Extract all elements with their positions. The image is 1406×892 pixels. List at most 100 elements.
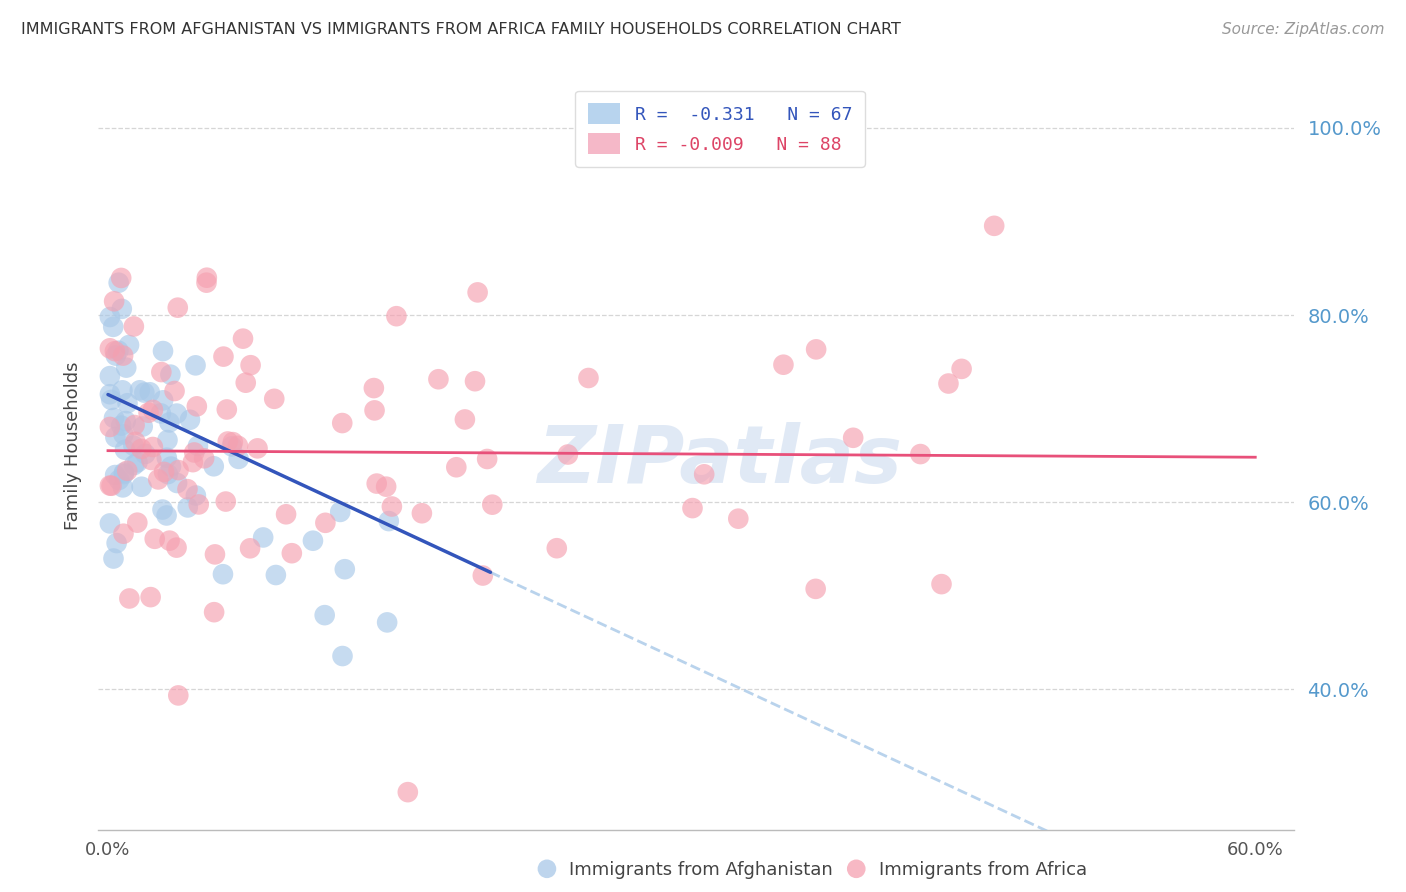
Point xyxy=(363,381,385,395)
Point xyxy=(166,301,188,315)
Point xyxy=(772,358,794,372)
Point xyxy=(215,494,238,508)
Point xyxy=(110,271,132,285)
Point xyxy=(204,548,226,562)
Point xyxy=(114,414,136,428)
Point xyxy=(148,472,170,486)
Point xyxy=(578,371,600,385)
Point xyxy=(186,400,208,414)
Point xyxy=(107,343,129,358)
Point xyxy=(845,862,868,876)
Point xyxy=(454,412,477,426)
Point xyxy=(202,459,225,474)
Point xyxy=(682,501,704,516)
Point xyxy=(163,384,186,398)
Point xyxy=(842,431,865,445)
Point xyxy=(100,479,122,493)
Point xyxy=(910,447,932,461)
Point xyxy=(183,445,205,459)
Point xyxy=(375,480,398,494)
Point xyxy=(107,276,129,290)
Point xyxy=(375,615,398,630)
Point xyxy=(446,460,468,475)
Point xyxy=(104,344,127,359)
Point xyxy=(411,506,433,520)
Point xyxy=(931,577,953,591)
Point xyxy=(103,319,125,334)
Point xyxy=(104,468,127,483)
Point xyxy=(141,453,163,467)
Point xyxy=(166,541,188,555)
Point xyxy=(246,442,269,456)
Point xyxy=(118,338,141,352)
Point xyxy=(239,541,262,556)
Point xyxy=(105,536,128,550)
Point xyxy=(114,442,136,457)
Point xyxy=(217,434,239,449)
Point xyxy=(156,467,179,481)
Point xyxy=(212,567,235,582)
Point xyxy=(252,531,274,545)
Point xyxy=(98,478,121,492)
Point xyxy=(127,516,149,530)
Point xyxy=(159,533,181,548)
Point xyxy=(157,416,180,430)
Text: Source: ZipAtlas.com: Source: ZipAtlas.com xyxy=(1222,22,1385,37)
Point xyxy=(152,502,174,516)
Point xyxy=(112,427,135,442)
Point xyxy=(187,439,209,453)
Point xyxy=(167,689,190,703)
Point xyxy=(950,362,973,376)
Point xyxy=(131,442,153,456)
Point xyxy=(98,387,121,401)
Point xyxy=(103,411,125,425)
Point xyxy=(100,392,122,407)
Point xyxy=(727,511,749,525)
Point xyxy=(281,546,304,560)
Point xyxy=(481,498,503,512)
Point xyxy=(804,343,827,357)
Point xyxy=(195,270,218,285)
Point xyxy=(122,458,145,472)
Point xyxy=(103,294,125,309)
Point xyxy=(264,568,287,582)
Text: IMMIGRANTS FROM AFGHANISTAN VS IMMIGRANTS FROM AFRICA FAMILY HOUSEHOLDS CORRELAT: IMMIGRANTS FROM AFGHANISTAN VS IMMIGRANT… xyxy=(21,22,901,37)
Point xyxy=(333,562,356,576)
Point xyxy=(536,862,558,876)
Point xyxy=(314,516,336,530)
Point xyxy=(363,403,385,417)
Point xyxy=(212,350,235,364)
Point xyxy=(111,301,134,316)
Point xyxy=(378,514,401,528)
Point xyxy=(115,360,138,375)
Point xyxy=(546,541,568,556)
Point xyxy=(138,385,160,400)
Point xyxy=(166,475,188,490)
Point xyxy=(138,406,160,420)
Point xyxy=(329,505,352,519)
Point xyxy=(156,450,179,465)
Point xyxy=(115,464,138,478)
Point xyxy=(427,372,450,386)
Point xyxy=(166,407,188,421)
Point xyxy=(98,369,121,384)
Text: Immigrants from Afghanistan: Immigrants from Afghanistan xyxy=(569,861,834,879)
Point xyxy=(366,476,388,491)
Point xyxy=(122,319,145,334)
Point xyxy=(239,358,262,372)
Point xyxy=(98,341,121,355)
Point xyxy=(235,376,257,390)
Point xyxy=(332,648,354,663)
Point xyxy=(475,452,498,467)
Point xyxy=(134,385,156,400)
Point xyxy=(177,500,200,515)
Point xyxy=(385,309,408,323)
Point xyxy=(232,332,254,346)
Point xyxy=(118,591,141,606)
Point xyxy=(112,349,135,363)
Point xyxy=(104,349,127,363)
Point xyxy=(128,384,150,398)
Point xyxy=(195,276,218,290)
Point xyxy=(193,451,215,466)
Point xyxy=(134,447,156,461)
